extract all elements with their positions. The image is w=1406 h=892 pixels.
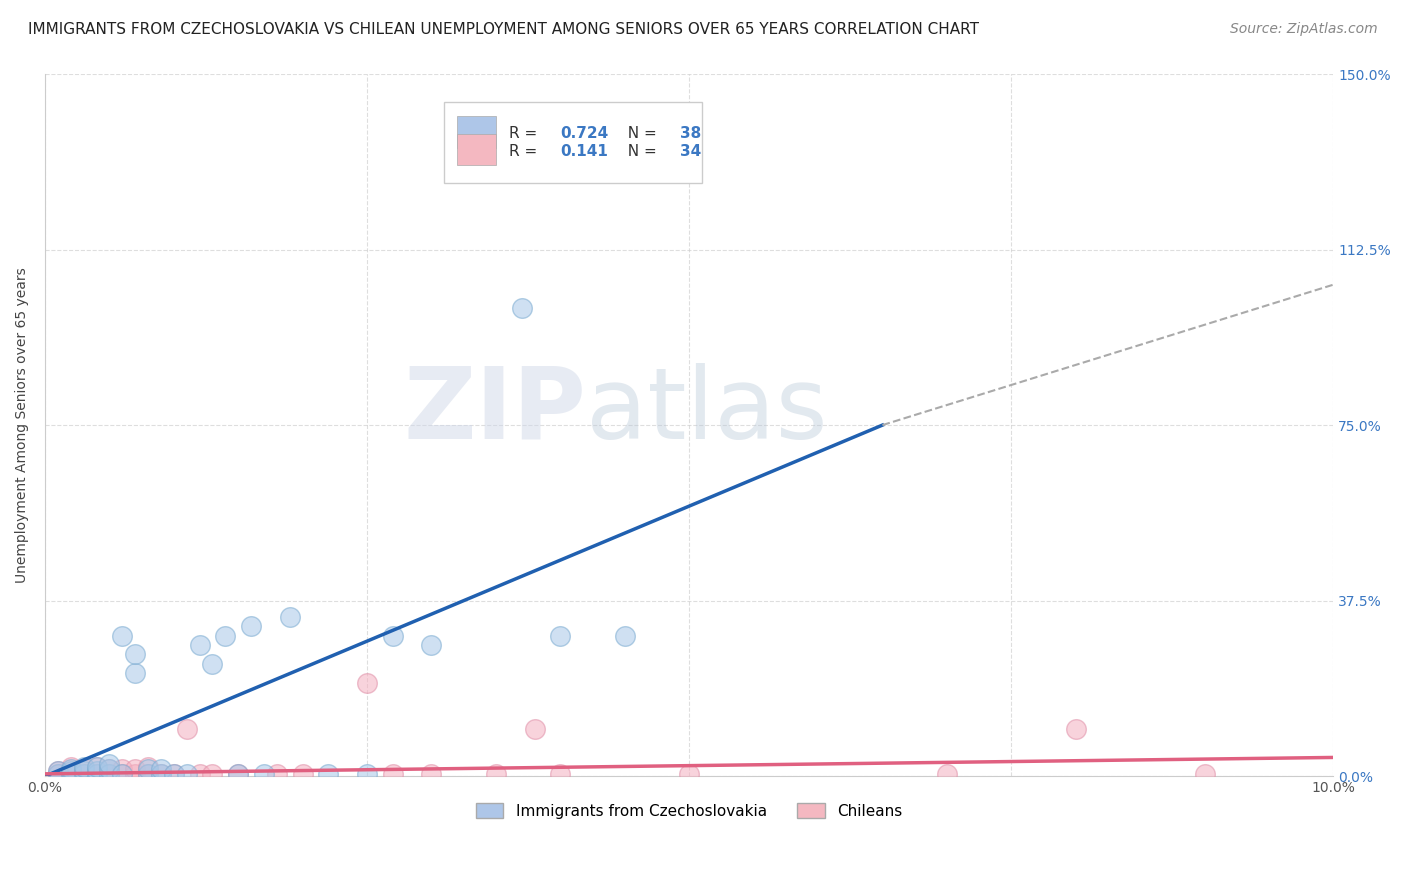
Point xyxy=(278,610,301,624)
Point xyxy=(46,764,69,779)
Point xyxy=(59,760,82,774)
Point xyxy=(510,301,533,315)
Text: IMMIGRANTS FROM CZECHOSLOVAKIA VS CHILEAN UNEMPLOYMENT AMONG SENIORS OVER 65 YEA: IMMIGRANTS FROM CZECHOSLOVAKIA VS CHILEA… xyxy=(28,22,979,37)
Point xyxy=(124,767,146,781)
Point xyxy=(550,629,572,643)
Point xyxy=(124,648,146,662)
Point xyxy=(136,767,159,781)
Point xyxy=(86,767,108,781)
Point xyxy=(149,762,172,776)
Point xyxy=(98,757,121,772)
Text: Source: ZipAtlas.com: Source: ZipAtlas.com xyxy=(1230,22,1378,37)
Point xyxy=(124,762,146,776)
FancyBboxPatch shape xyxy=(457,116,496,148)
Point xyxy=(226,767,249,781)
Point xyxy=(550,767,572,781)
Point xyxy=(381,629,404,643)
Text: 0.141: 0.141 xyxy=(561,144,609,159)
Point xyxy=(523,723,546,737)
Point xyxy=(188,638,211,652)
Y-axis label: Unemployment Among Seniors over 65 years: Unemployment Among Seniors over 65 years xyxy=(15,268,30,583)
Point xyxy=(201,657,224,671)
Point xyxy=(59,762,82,776)
Point xyxy=(188,767,211,781)
Point xyxy=(226,767,249,781)
Point xyxy=(356,767,378,781)
Text: 38: 38 xyxy=(681,126,702,141)
Point xyxy=(420,767,443,781)
Point xyxy=(214,629,236,643)
Point xyxy=(72,760,94,774)
Point xyxy=(111,767,134,781)
Point xyxy=(935,767,957,781)
Point xyxy=(46,767,69,781)
Point xyxy=(46,764,69,779)
Point xyxy=(72,767,94,781)
Point xyxy=(72,762,94,776)
Point xyxy=(98,767,121,781)
Legend: Immigrants from Czechoslovakia, Chileans: Immigrants from Czechoslovakia, Chileans xyxy=(470,797,908,825)
Point xyxy=(253,767,276,781)
Point xyxy=(176,723,198,737)
Point xyxy=(86,764,108,779)
FancyBboxPatch shape xyxy=(444,102,702,183)
Point xyxy=(1064,723,1087,737)
Point xyxy=(163,767,186,781)
Point xyxy=(678,767,700,781)
Text: atlas: atlas xyxy=(586,362,828,459)
Point xyxy=(86,760,108,774)
Text: ZIP: ZIP xyxy=(404,362,586,459)
Point xyxy=(98,767,121,781)
Point xyxy=(136,767,159,781)
Point xyxy=(149,767,172,781)
Point xyxy=(291,767,314,781)
Point xyxy=(613,629,636,643)
Point xyxy=(266,767,288,781)
Point xyxy=(98,762,121,776)
Text: 34: 34 xyxy=(681,144,702,159)
Point xyxy=(59,767,82,781)
Point xyxy=(136,762,159,776)
Text: R =: R = xyxy=(509,126,541,141)
FancyBboxPatch shape xyxy=(457,134,496,165)
Point xyxy=(240,619,263,633)
Point xyxy=(485,767,508,781)
Point xyxy=(111,767,134,781)
Point xyxy=(420,638,443,652)
Point xyxy=(72,767,94,781)
Text: R =: R = xyxy=(509,144,541,159)
Point xyxy=(381,767,404,781)
Point xyxy=(124,666,146,681)
Point xyxy=(1194,767,1216,781)
Point xyxy=(111,762,134,776)
Point xyxy=(136,760,159,774)
Point xyxy=(72,764,94,779)
Point xyxy=(111,629,134,643)
Point xyxy=(163,767,186,781)
Point xyxy=(98,762,121,776)
Point xyxy=(149,767,172,781)
Text: N =: N = xyxy=(619,126,662,141)
Point xyxy=(356,675,378,690)
Point xyxy=(201,767,224,781)
Point xyxy=(59,767,82,781)
Point xyxy=(86,767,108,781)
Point xyxy=(86,760,108,774)
Text: N =: N = xyxy=(619,144,662,159)
Point xyxy=(59,764,82,779)
Text: 0.724: 0.724 xyxy=(561,126,609,141)
Point xyxy=(176,767,198,781)
Point xyxy=(318,767,340,781)
Point xyxy=(46,767,69,781)
